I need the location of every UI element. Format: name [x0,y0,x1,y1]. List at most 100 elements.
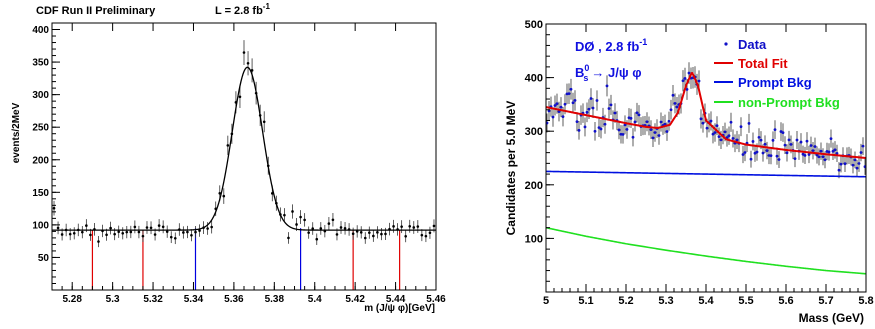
left-data-point [182,231,185,234]
right-data-point [731,137,735,140]
right-data-point [843,162,847,166]
left-data-point [165,230,169,233]
right-data-point [563,102,567,106]
right-data-point [663,122,667,126]
legend-entry-prompt: Prompt Bkg [738,75,812,90]
right-data-point [687,71,691,75]
left-data-point [190,233,193,237]
left-x-tick-label: 5.28 [62,294,82,305]
left-data-point [355,230,359,233]
left-data-point [303,218,306,222]
left-data-point [222,194,226,198]
right-data-point [659,120,663,124]
right-data-point [819,149,823,153]
left-data-point [238,95,242,99]
right-data-point [635,111,639,115]
left-data-point [376,231,379,234]
right-data-point [559,105,563,109]
right-data-point [569,87,573,91]
right-x-tick-label: 5.2 [618,295,633,307]
right-x-tick-label: 5.4 [698,295,714,307]
right-data-point [855,166,859,170]
right-data-point [589,97,593,100]
left-ylabel: events/2MeV [11,102,22,163]
left-data-point [319,227,323,230]
right-data-point [587,107,591,111]
right-data-point [583,125,587,129]
left-data-point [60,233,64,236]
left-data-point [194,230,197,234]
left-data-point [137,230,141,234]
right-data-point [595,99,599,102]
left-x-tick-label: 5.36 [224,294,244,305]
right-data-point [773,128,777,132]
left-data-point [153,233,157,236]
left-data-point [428,231,432,235]
right-data-point [619,132,623,136]
right-y-tick-label: 500 [525,19,543,31]
right-data-point [859,151,863,154]
right-data-point [633,120,637,124]
right-data-point [561,115,565,119]
left-data-point [295,223,298,226]
left-data-point [291,210,294,213]
right-x-tick-label: 5.7 [818,295,833,307]
right-ylabel: Candidates per 5.0 MeV [504,101,518,236]
left-data-point [89,233,92,237]
right-data-point [551,115,555,119]
left-data-point [125,230,129,234]
left-data-point [299,215,302,219]
right-data-point [651,136,655,140]
left-data-point [56,226,60,230]
right-data-point [617,128,621,132]
left-data-point [97,240,100,243]
left-data-point [368,231,371,234]
left-data-point [315,237,319,241]
left-data-point [218,191,222,195]
right-data-point [597,126,601,130]
legend-entry-total-fit: Total Fit [738,56,788,71]
right-x-tick-label: 5.3 [658,295,673,307]
left-data-point [250,69,254,72]
left-x-tick-label: 5.34 [184,294,204,305]
right-data-point [821,155,825,159]
left-data-point [85,224,88,227]
right-data-point [719,138,723,142]
left-x-tick-label: 5.44 [386,294,406,305]
right-data-point [567,92,571,96]
left-data-point [242,51,246,54]
left-data-point [149,226,153,230]
left-data-point [113,232,116,236]
right-data-point [623,123,627,127]
left-data-point [363,236,367,240]
left-data-point [161,225,165,229]
right-data-point [607,107,611,110]
right-data-point [591,106,595,110]
left-data-point [186,230,189,234]
left-x-tick-label: 5.3 [106,294,120,305]
legend-marker-data [724,42,728,46]
left-data-point [81,230,84,234]
left-y-tick-label: 50 [38,253,50,264]
right-x-tick-label: 5 [543,295,549,307]
right-data-point [805,139,809,143]
right-data-point [769,154,773,158]
right-data-point [827,150,831,154]
left-data-point [226,144,230,147]
right-data-point [755,150,759,154]
left-data-point [343,226,347,230]
right-data-point [631,135,635,139]
right-data-point [709,119,713,123]
right-data-point [613,111,617,115]
right-data-point [835,152,839,155]
right-data-point [811,149,815,153]
left-data-point [52,206,56,210]
left-y-tick-label: 100 [32,220,49,231]
right-data-point [761,151,765,155]
right-data-point [681,79,685,83]
right-data-point [839,162,843,166]
right-data-point [577,128,581,132]
right-data-point [817,155,821,159]
right-y-tick-label: 300 [525,126,543,138]
right-data-point [665,130,669,133]
